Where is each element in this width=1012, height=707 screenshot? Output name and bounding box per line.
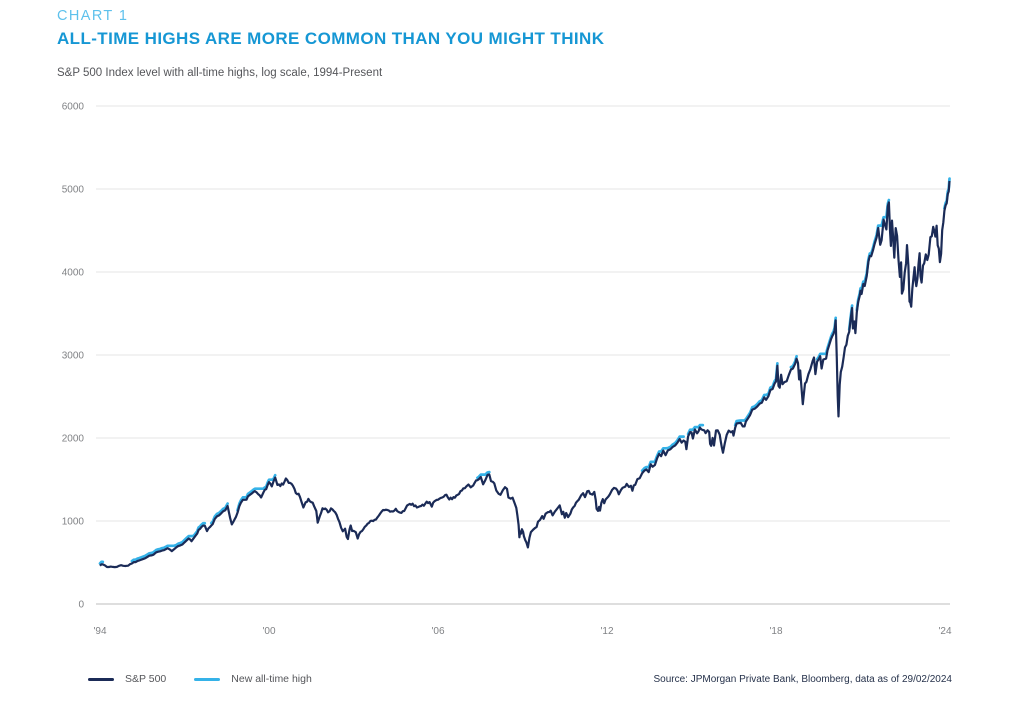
y-tick-label: 6000 xyxy=(62,102,85,113)
y-tick-label: 4000 xyxy=(62,268,85,279)
legend-label: S&P 500 xyxy=(125,673,167,685)
legend-item-s-p-500: S&P 500 xyxy=(88,673,166,685)
y-tick-label: 2000 xyxy=(62,434,85,445)
chart-kicker: CHART 1 xyxy=(57,8,129,24)
y-tick-label: 3000 xyxy=(62,351,85,362)
x-tick-label: '00 xyxy=(262,626,275,637)
chart-subtitle: S&P 500 Index level with all-time highs,… xyxy=(57,67,383,79)
new-all-time-high-line xyxy=(130,521,207,563)
y-tick-label: 5000 xyxy=(62,185,85,196)
s-p-500-line-swatch-icon xyxy=(88,677,114,681)
x-tick-label: '18 xyxy=(769,626,782,637)
sp500-line xyxy=(99,180,951,569)
new-all-time-high-line xyxy=(733,361,779,427)
page-title: ALL-TIME HIGHS ARE MORE COMMON THAN YOU … xyxy=(57,29,605,48)
y-tick-label: 0 xyxy=(78,600,84,611)
x-tick-label: '12 xyxy=(600,626,613,637)
new-all-time-high-line xyxy=(686,423,705,436)
new-all-time-high-line-swatch-icon xyxy=(194,677,221,681)
new-all-time-high-line xyxy=(98,560,105,565)
new-all-time-high-line xyxy=(236,473,277,512)
chart-legend: S&P 500 New all-time high xyxy=(88,673,312,685)
x-tick-label: '24 xyxy=(938,626,951,637)
new-all-time-high-line xyxy=(640,435,685,473)
legend-item-new-all-time-high: New all-time high xyxy=(194,673,312,685)
y-tick-label: 1000 xyxy=(62,517,85,528)
legend-label: New all-time high xyxy=(231,673,312,685)
source-note: Source: JPMorgan Private Bank, Bloomberg… xyxy=(653,674,952,685)
x-tick-label: '94 xyxy=(93,626,106,637)
x-tick-label: '06 xyxy=(431,626,444,637)
new-all-time-high-line xyxy=(476,470,491,480)
